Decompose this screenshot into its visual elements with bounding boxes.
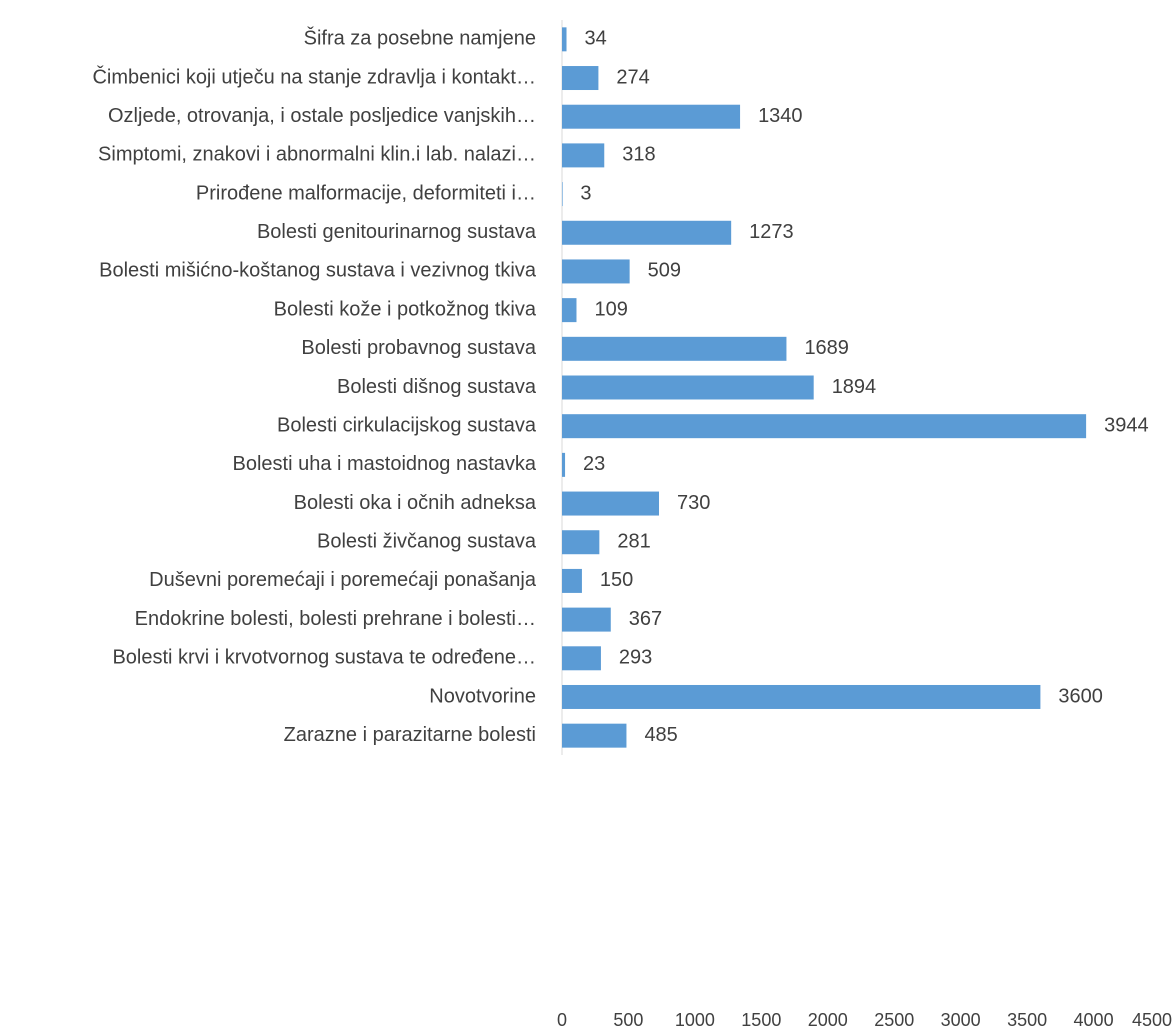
data-label: 3600: [1058, 685, 1103, 707]
category-label: Bolesti kože i potkožnog tkiva: [274, 298, 537, 320]
x-tick-label: 500: [613, 1010, 643, 1030]
bar: [562, 298, 577, 323]
bar: [562, 375, 814, 400]
category-label: Zarazne i parazitarne bolesti: [284, 724, 536, 746]
bar: [562, 414, 1087, 439]
x-tick-label: 1000: [675, 1010, 715, 1030]
bar: [562, 723, 627, 748]
category-label: Duševni poremećaji i poremećaji ponašanj…: [149, 569, 537, 591]
bar: [562, 452, 566, 477]
data-label: 3944: [1104, 414, 1149, 436]
data-label: 3: [580, 182, 591, 204]
data-label: 34: [585, 28, 607, 50]
data-label: 1894: [832, 376, 877, 398]
category-label: Bolesti genitourinarnog sustava: [257, 221, 537, 243]
x-axis-ticks: 0 500 1000 1500 2000 2500 3000 3500 4000 4500: [557, 1010, 1172, 1030]
bar: [562, 530, 600, 555]
x-tick-label: 1500: [741, 1010, 781, 1030]
data-label: 23: [583, 453, 605, 475]
x-tick-label: 2000: [808, 1010, 848, 1030]
bar: [562, 491, 660, 516]
data-label: 1689: [804, 337, 849, 359]
data-label: 150: [600, 569, 633, 591]
category-label: Bolesti krvi i krvotvornog sustava te od…: [112, 647, 536, 669]
category-label: Bolesti oka i očnih adneksa: [294, 492, 537, 514]
category-label: Bolesti mišićno-koštanog sustava i veziv…: [99, 260, 537, 282]
data-label: 509: [648, 260, 681, 282]
x-tick-label: 2500: [874, 1010, 914, 1030]
category-labels: Šifra za posebne namjene Čimbenici koji u…: [92, 27, 536, 746]
category-label: Simptomi, znakovi i abnormalni klin.i la…: [98, 144, 536, 166]
bar: [562, 220, 732, 245]
category-label: Novotvorine: [429, 685, 536, 707]
bar: [562, 66, 599, 91]
bar: [562, 259, 630, 284]
bar: [562, 104, 741, 129]
category-label: Ozljede, otrovanja, i ostale posljedice …: [108, 105, 536, 127]
data-label: 485: [644, 724, 677, 746]
x-tick-label: 3000: [941, 1010, 981, 1030]
data-label: 1340: [758, 105, 803, 127]
bar: [562, 684, 1041, 709]
data-label: 730: [677, 492, 710, 514]
data-label: 109: [594, 298, 627, 320]
data-label: 281: [617, 531, 650, 553]
data-label: 367: [629, 608, 662, 630]
category-label: Prirođene malformacije, deformiteti i…: [196, 182, 536, 204]
category-label: Bolesti cirkulacijskog sustava: [277, 414, 537, 436]
category-label: Bolesti živčanog sustava: [317, 531, 537, 553]
data-label: 274: [616, 66, 649, 88]
category-label: Bolesti dišnog sustava: [337, 376, 537, 398]
bar: [562, 646, 601, 671]
category-label: Čimbenici koji utječu na stanje zdravlja…: [92, 65, 536, 88]
category-label: Šifra za posebne namjene: [304, 27, 536, 50]
data-label: 293: [619, 647, 652, 669]
x-tick-label: 4000: [1074, 1010, 1114, 1030]
bar: [562, 607, 611, 632]
bar: [562, 336, 787, 361]
bar: [562, 27, 567, 52]
x-tick-label: 0: [557, 1010, 567, 1030]
x-tick-label: 4500: [1132, 1010, 1172, 1030]
bar: [562, 568, 582, 593]
data-label: 318: [622, 144, 655, 166]
x-tick-label: 3500: [1007, 1010, 1047, 1030]
bar: [562, 143, 605, 168]
bars-group: [562, 27, 1087, 748]
category-label: Bolesti probavnog sustava: [301, 337, 536, 359]
value-labels: 34 274 1340 318 3 1273 509 109 1689 1894 3944 23 730…: [580, 28, 1148, 746]
data-label: 1273: [749, 221, 794, 243]
category-label: Endokrine bolesti, bolesti prehrane i bo…: [135, 608, 536, 630]
bar: [562, 182, 563, 207]
category-label: Bolesti uha i mastoidnog nastavka: [232, 453, 536, 475]
